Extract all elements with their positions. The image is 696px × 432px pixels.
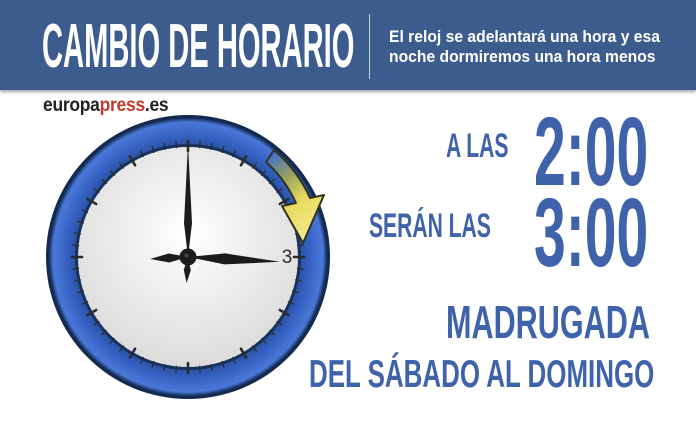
svg-text:3: 3 [282,247,293,268]
